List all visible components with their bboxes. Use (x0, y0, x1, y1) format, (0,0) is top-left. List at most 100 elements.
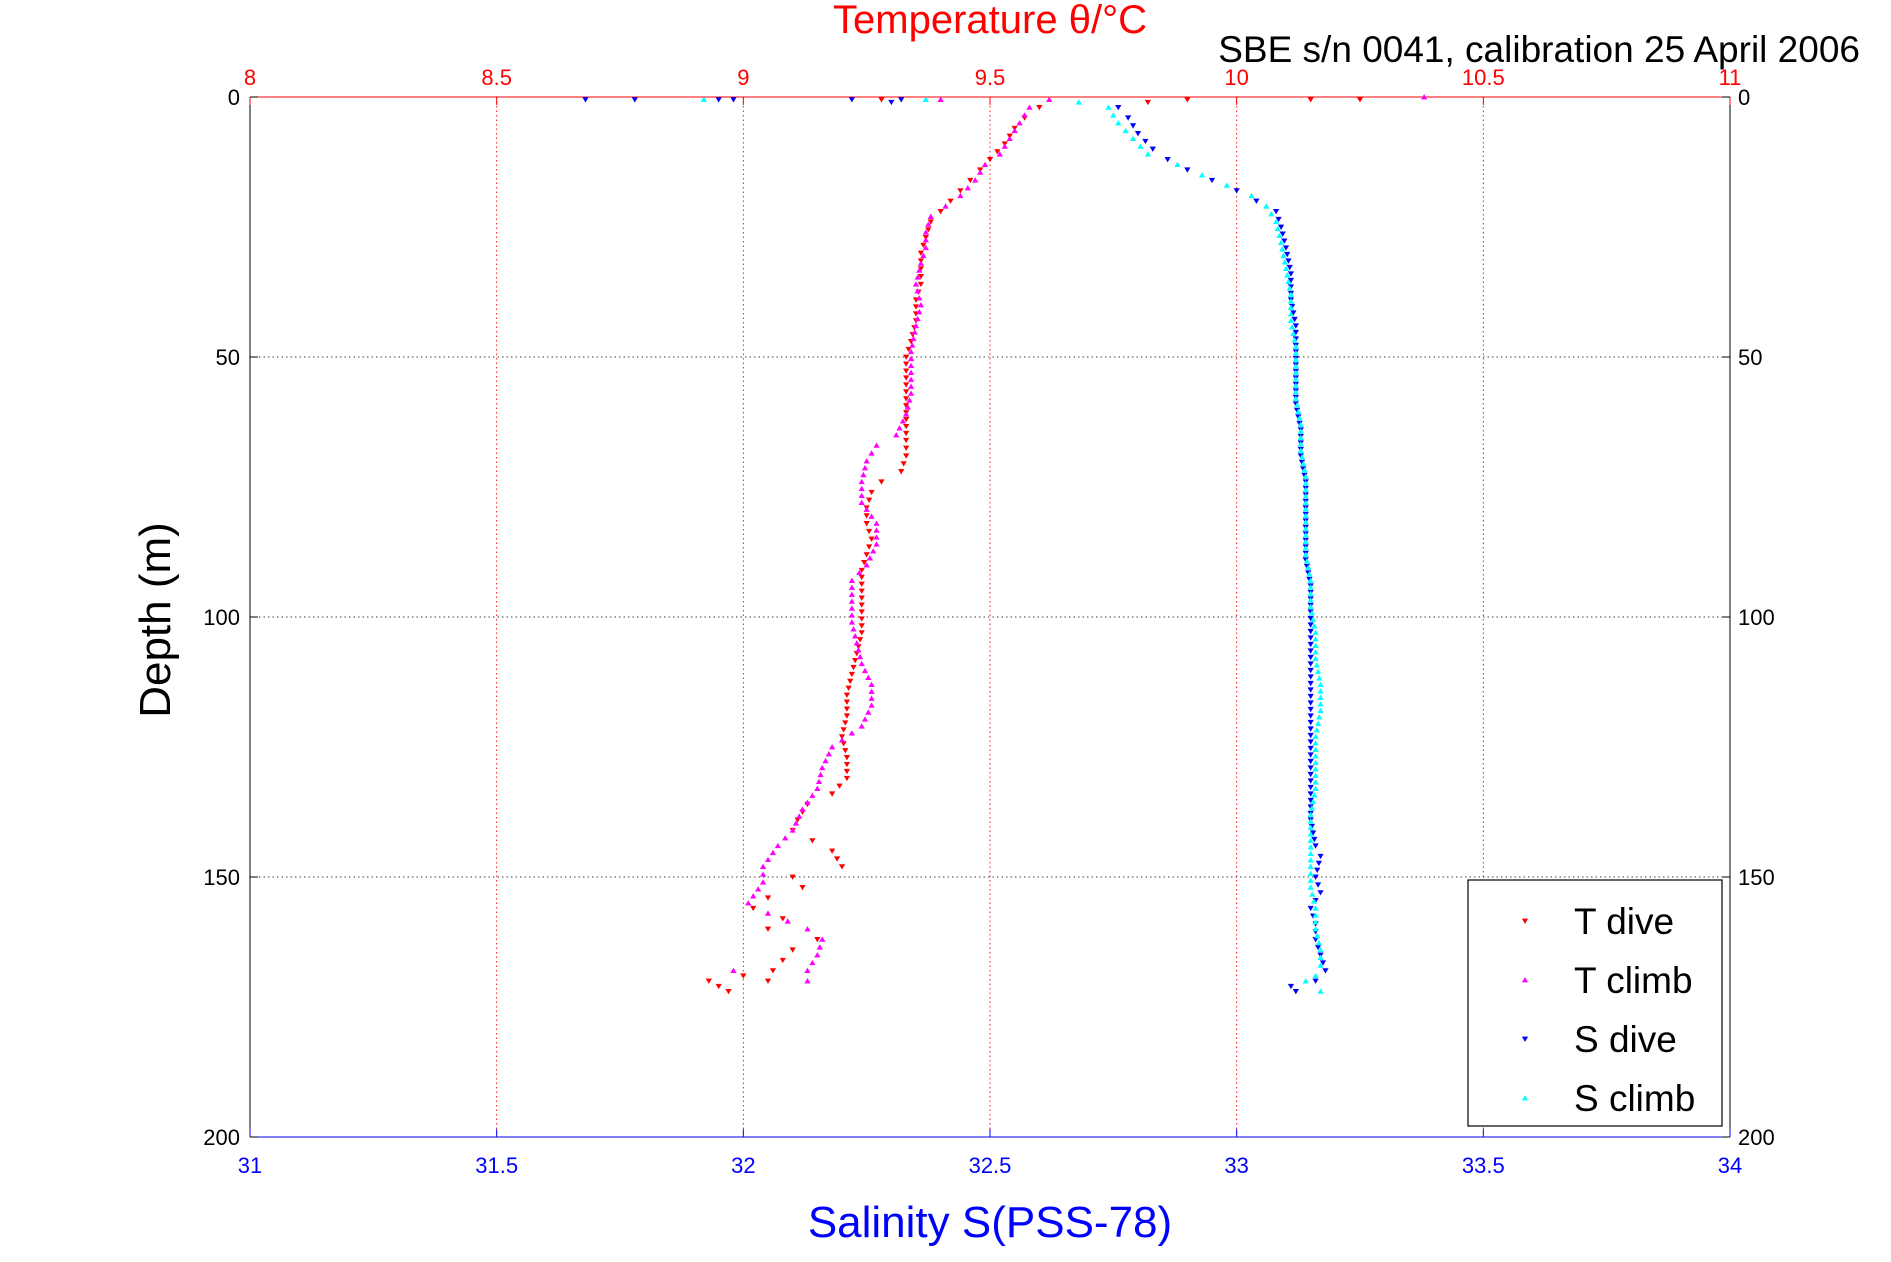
data-point (836, 783, 843, 789)
data-point (868, 489, 875, 496)
data-point (967, 177, 974, 184)
data-point (848, 598, 855, 604)
data-point (1312, 919, 1319, 925)
data-point (856, 653, 864, 660)
data-point (858, 595, 865, 601)
data-point (1309, 891, 1316, 897)
data-point (1312, 733, 1319, 739)
data-point (848, 612, 855, 618)
data-point (1312, 978, 1319, 984)
data-point (863, 521, 870, 527)
data-point (1316, 675, 1323, 681)
data-point (1312, 753, 1319, 759)
data-point (816, 944, 823, 950)
data-point (852, 657, 859, 664)
data-point (1263, 203, 1270, 209)
data-point (1312, 766, 1319, 772)
tick-label-left: 200 (203, 1125, 240, 1150)
data-point (1307, 765, 1314, 771)
data-point (1297, 428, 1304, 434)
data-point (1275, 216, 1282, 223)
data-point (769, 968, 777, 974)
data-point (799, 885, 806, 891)
data-point (911, 329, 918, 335)
data-point (1307, 706, 1314, 713)
legend-marker (1521, 1036, 1529, 1042)
data-point (1312, 642, 1319, 648)
data-point (873, 541, 880, 547)
data-point (779, 957, 786, 964)
data-point (912, 322, 920, 329)
data-point (858, 567, 865, 574)
tick-label-left: 100 (203, 605, 240, 630)
chart-subtitle: SBE s/n 0041, calibration 25 April 2006 (1218, 29, 1860, 70)
data-point (850, 664, 857, 671)
data-point (917, 260, 925, 266)
data-point (1287, 277, 1295, 284)
data-point (1307, 797, 1314, 804)
data-point (1011, 127, 1018, 134)
data-point (1307, 745, 1314, 752)
data-point (903, 445, 910, 451)
data-point (1310, 616, 1317, 622)
data-point (903, 430, 910, 437)
data-point (853, 640, 860, 646)
data-point (964, 185, 971, 191)
data-point (1223, 182, 1230, 188)
data-point (1208, 177, 1216, 184)
data-point (1307, 674, 1314, 680)
data-point (1307, 877, 1314, 883)
data-point (1307, 97, 1314, 103)
data-point (1287, 983, 1295, 990)
data-point (1312, 912, 1319, 918)
data-point (1307, 831, 1314, 837)
data-point (1308, 805, 1316, 811)
data-point (1306, 571, 1313, 577)
data-point (1307, 700, 1314, 706)
data-point (782, 835, 789, 841)
data-point (858, 581, 865, 587)
data-point (796, 813, 803, 819)
data-point (843, 699, 851, 705)
data-point (700, 96, 707, 102)
data-point (917, 274, 925, 280)
data-point (847, 678, 854, 685)
data-point (1115, 105, 1122, 111)
data-point (922, 237, 929, 243)
data-point (1287, 311, 1295, 317)
data-point (873, 534, 880, 540)
data-point (1307, 680, 1314, 687)
data-point (888, 99, 895, 106)
data-point (957, 192, 964, 199)
data-point (1302, 532, 1309, 538)
grid (250, 97, 1730, 1137)
data-point (1312, 629, 1319, 635)
data-point (1312, 655, 1319, 661)
data-point (1297, 441, 1304, 447)
tick-label-top: 10.5 (1462, 65, 1505, 90)
data-point (829, 791, 836, 797)
data-point (1303, 558, 1311, 564)
data-point (789, 874, 796, 880)
data-point (1312, 759, 1319, 765)
data-point (764, 895, 772, 901)
data-point (858, 492, 865, 499)
data-point (870, 548, 877, 554)
data-point (750, 905, 757, 912)
data-point (848, 584, 855, 590)
data-point (1289, 324, 1296, 330)
data-point (855, 647, 862, 653)
data-point (858, 660, 865, 667)
data-point (1276, 232, 1283, 239)
data-point (1312, 772, 1319, 778)
data-point (1282, 245, 1290, 251)
data-point (1317, 988, 1324, 994)
data-point (1314, 668, 1322, 674)
data-point (843, 768, 851, 775)
tick-label-right: 50 (1738, 345, 1762, 370)
data-point (779, 916, 786, 922)
data-point (1307, 824, 1314, 830)
tick-label-bottom: 31.5 (475, 1153, 518, 1178)
data-point (900, 461, 907, 467)
data-point (815, 778, 823, 785)
